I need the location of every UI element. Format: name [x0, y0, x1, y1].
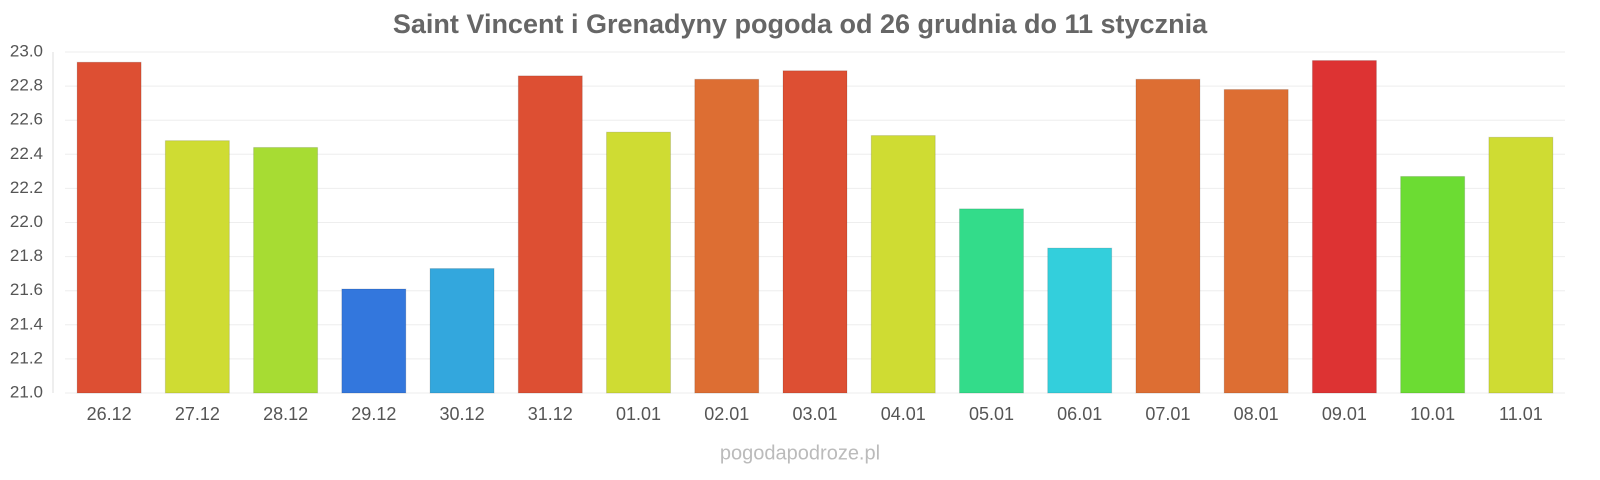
x-tick-label: 29.12: [351, 404, 396, 424]
bar: [958, 208, 1024, 394]
y-tick-label: 23.0: [10, 41, 43, 60]
x-tick-label: 11.01: [1499, 404, 1543, 424]
x-tick-label: 27.12: [175, 404, 220, 424]
bar: [164, 140, 230, 394]
footer: pogodapodroze.pl: [720, 442, 880, 464]
bar: [694, 78, 760, 394]
bar: [253, 146, 319, 394]
bar: [1223, 89, 1289, 394]
x-tick-label: 04.01: [881, 404, 926, 424]
x-tick-label: 08.01: [1234, 404, 1279, 424]
y-tick-label: 21.8: [10, 246, 43, 265]
bar: [606, 131, 672, 394]
y-tick-label: 22.8: [10, 76, 43, 95]
y-tick-label: 21.6: [10, 280, 43, 299]
x-tick-label: 10.01: [1410, 404, 1455, 424]
x-tick-label: 05.01: [969, 404, 1014, 424]
bar: [76, 61, 142, 394]
y-tick-label: 22.2: [10, 178, 43, 197]
x-tick-label: 01.01: [616, 404, 661, 424]
y-tick-label: 22.6: [10, 110, 43, 129]
x-tick-label: 26.12: [87, 404, 132, 424]
bar: [782, 70, 848, 394]
x-tick-label: 09.01: [1322, 404, 1367, 424]
x-tick-label: 02.01: [704, 404, 749, 424]
x-tick-label: 30.12: [440, 404, 485, 424]
bar: [517, 75, 583, 394]
x-tick-label: 07.01: [1145, 404, 1190, 424]
bar: [1311, 60, 1377, 394]
y-tick-label: 21.0: [10, 382, 43, 401]
x-tick-label: 28.12: [263, 404, 308, 424]
bar: [429, 268, 495, 394]
bar: [1488, 136, 1554, 394]
y-tick-label: 22.0: [10, 212, 43, 231]
x-tick-label: 03.01: [792, 404, 837, 424]
y-tick-label: 22.4: [10, 144, 43, 163]
x-tick-label: 31.12: [528, 404, 573, 424]
y-tick-label: 21.2: [10, 348, 43, 367]
bar: [1400, 175, 1466, 394]
x-tick-label: 06.01: [1057, 404, 1102, 424]
bar: [1135, 78, 1201, 394]
y-tick-label: 21.4: [10, 314, 43, 333]
bar: [870, 135, 936, 394]
bar: [1047, 247, 1113, 394]
chart-title: Saint Vincent i Grenadyny pogoda od 26 g…: [393, 9, 1208, 39]
bar: [341, 288, 407, 394]
